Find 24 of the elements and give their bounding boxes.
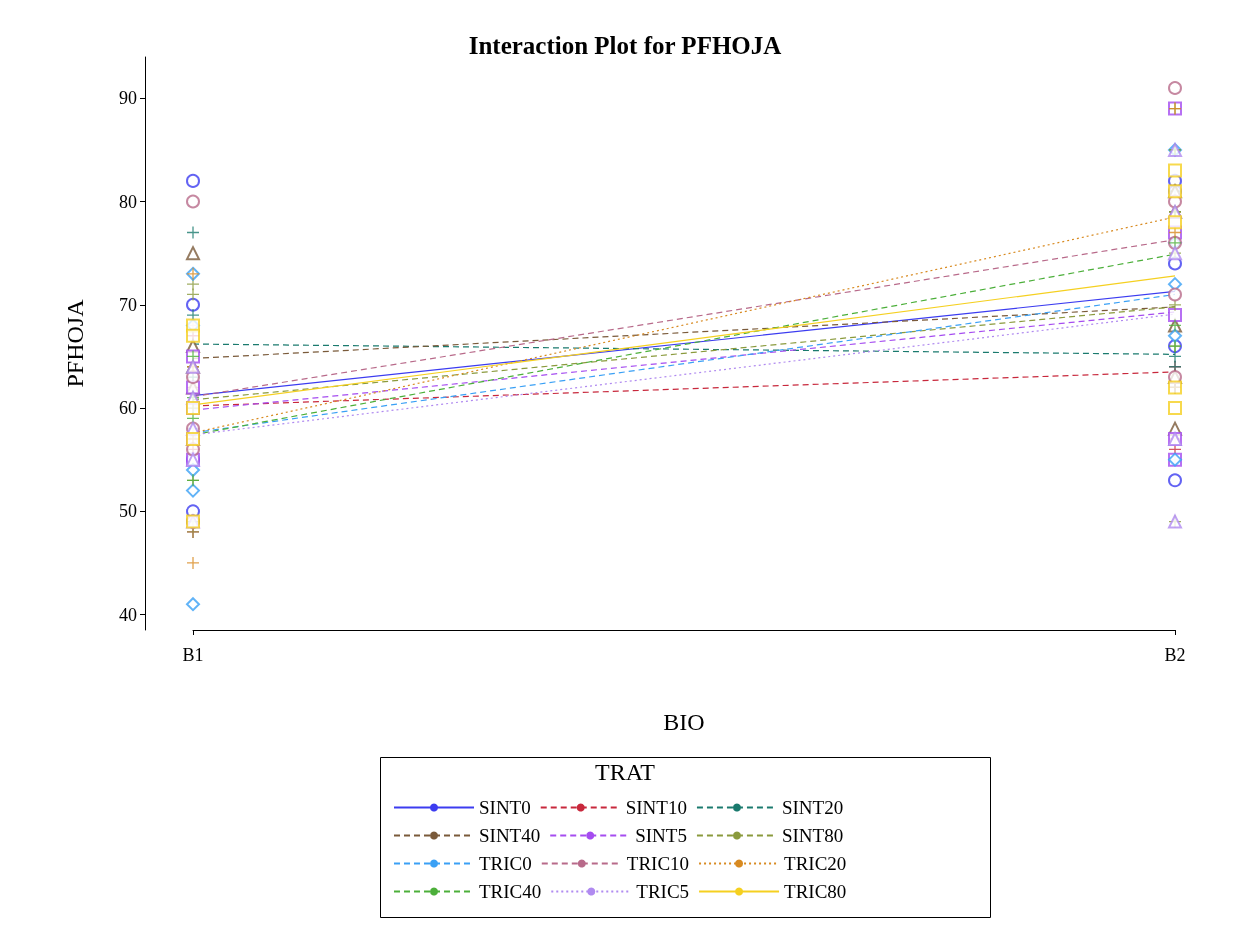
legend-label: SINT80 (781, 825, 844, 846)
legend-label: SINT5 (635, 825, 687, 846)
legend-label: SINT40 (479, 825, 541, 846)
legend-label: TRIC10 (626, 853, 690, 874)
legend-label: TRIC0 (479, 853, 532, 874)
y-axis-title: PFHOJA (62, 298, 88, 388)
y-tick-label: 60 (119, 398, 137, 419)
y-tick-label: 70 (119, 294, 137, 315)
legend-label: SINT0 (479, 797, 531, 818)
x-tick-label: B1 (182, 645, 204, 665)
legend-label: SINT10 (625, 797, 687, 818)
legend-title: TRAT (595, 759, 656, 785)
legend-label: TRIC5 (636, 881, 690, 902)
y-tick-label: 40 (119, 604, 137, 625)
legend-label: TRIC80 (784, 881, 847, 902)
chart-title: Interaction Plot for PFHOJA (468, 32, 782, 59)
x-tick-label: B2 (1164, 645, 1186, 665)
legend-label: TRIC40 (479, 881, 542, 902)
y-tick-label: 50 (119, 501, 137, 522)
legend-label: TRIC20 (784, 853, 847, 874)
y-tick-label: 80 (119, 191, 137, 212)
y-tick-label: 90 (119, 88, 137, 109)
x-axis-title: BIO (663, 709, 705, 735)
legend-label: SINT20 (781, 797, 844, 818)
